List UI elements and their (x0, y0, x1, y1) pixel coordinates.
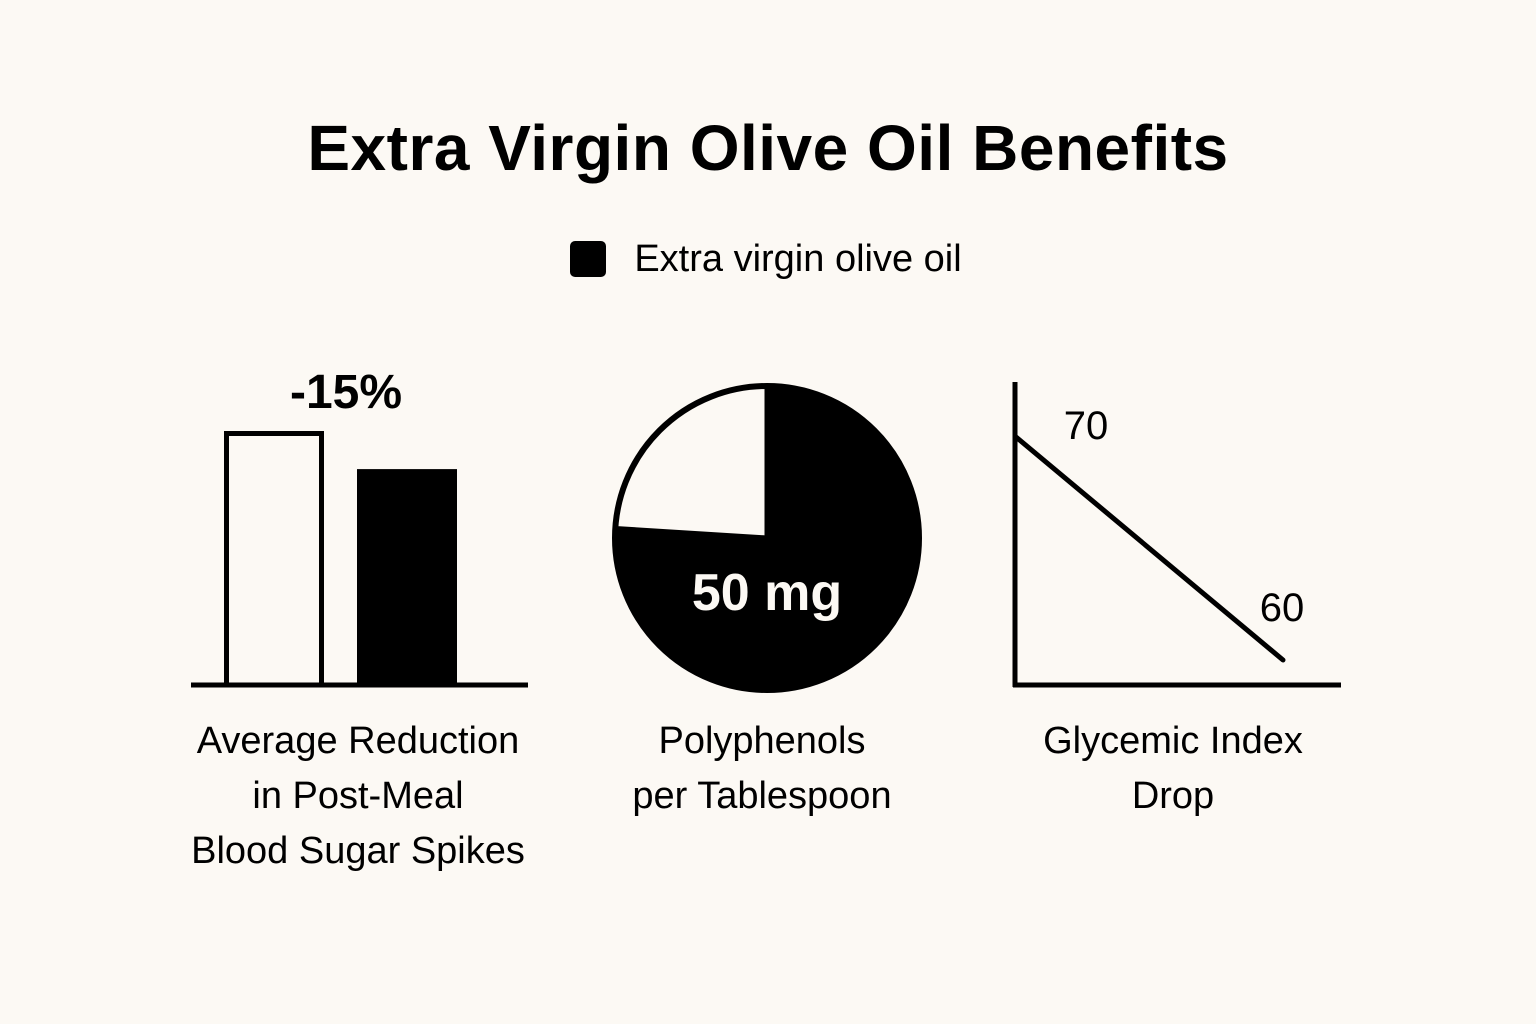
pie-chart-caption: Polyphenols per Tablespoon (562, 714, 962, 824)
bar-chart: -15% (191, 366, 528, 688)
pie-outline (612, 383, 922, 693)
bar-extra-virgin-olive-oil (357, 469, 457, 685)
caption-line: Drop (1131, 775, 1215, 817)
caption-line: Glycemic Index (1043, 720, 1303, 762)
page-title: Extra Virgin Olive Oil Benefits (307, 112, 1229, 184)
bar-chart-caption: Average Reduction in Post-Meal Blood Sug… (146, 714, 570, 879)
legend-label: Extra virgin olive oil (634, 238, 962, 280)
glycemic-index-line (1013, 434, 1286, 663)
line-chart-caption: Glycemic Index Drop (973, 714, 1373, 824)
line-chart: 70 60 (1012, 382, 1341, 688)
legend-swatch (570, 241, 607, 277)
pie-chart: 50 mg (612, 383, 922, 693)
caption-line: Polyphenols (658, 720, 866, 762)
bar-reduction-label: -15% (290, 366, 402, 419)
glycemic-index-end-label: 60 (1260, 586, 1305, 630)
pie-slice-extra-virgin-olive-oil (614, 386, 919, 691)
caption-line: in Post-Meal (252, 775, 464, 817)
bar-baseline (224, 431, 324, 688)
pie-center-label: 50 mg (692, 564, 842, 622)
legend: Extra virgin olive oil (0, 236, 1536, 282)
glycemic-index-start-label: 70 (1064, 404, 1109, 448)
caption-line: Average Reduction (196, 720, 520, 762)
caption-line: per Tablespoon (632, 775, 892, 817)
caption-line: Blood Sugar Spikes (191, 830, 525, 872)
